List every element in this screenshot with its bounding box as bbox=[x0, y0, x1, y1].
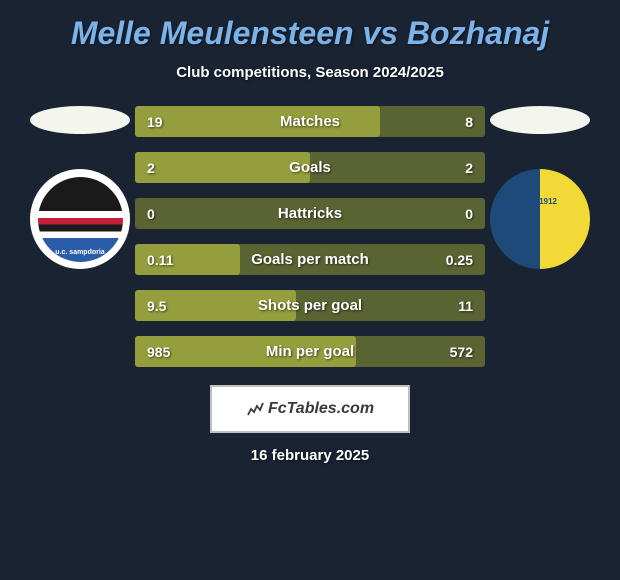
watermark-box: FcTables.com bbox=[210, 385, 410, 433]
stat-value-left: 0.11 bbox=[147, 252, 173, 268]
right-ellipse bbox=[490, 106, 590, 134]
stat-label: Goals bbox=[135, 159, 485, 176]
stat-value-right: 0 bbox=[465, 206, 473, 222]
stat-value-left: 0 bbox=[147, 206, 155, 222]
stat-bar: Goals2 2 bbox=[135, 152, 485, 183]
left-ellipse bbox=[30, 106, 130, 134]
fctables-icon bbox=[246, 401, 264, 417]
modena-badge-inner: 1912 bbox=[515, 189, 565, 249]
stat-value-right: 2 bbox=[465, 160, 473, 176]
stat-value-left: 2 bbox=[147, 160, 155, 176]
stat-value-right: 572 bbox=[450, 344, 473, 360]
stat-bar: Min per goal985 572 bbox=[135, 336, 485, 367]
page-title: Melle Meulensteen vs Bozhanaj bbox=[71, 15, 549, 52]
stat-label: Matches bbox=[135, 113, 485, 130]
main-area: u.c. sampdoria Matches19 8 Goals2 2 Hattrick… bbox=[0, 106, 620, 367]
stat-value-left: 985 bbox=[147, 344, 170, 360]
watermark-text: FcTables.com bbox=[268, 400, 374, 418]
modena-badge: 1912 bbox=[490, 169, 590, 269]
stat-label: Shots per goal bbox=[135, 297, 485, 314]
stat-bar: Goals per match0.11 0.25 bbox=[135, 244, 485, 275]
stat-value-right: 11 bbox=[458, 298, 473, 314]
stat-label: Min per goal bbox=[135, 343, 485, 360]
stats-bars: Matches19 8 Goals2 2 Hattricks0 0 Goals per ma… bbox=[135, 106, 485, 367]
modena-badge-year: 1912 bbox=[539, 197, 557, 206]
sampdoria-badge: u.c. sampdoria bbox=[30, 169, 130, 269]
stat-value-right: 8 bbox=[465, 114, 473, 130]
stat-value-left: 9.5 bbox=[147, 298, 166, 314]
page-subtitle: Club competitions, Season 2024/2025 bbox=[176, 64, 444, 81]
sampdoria-badge-inner: u.c. sampdoria bbox=[38, 177, 123, 262]
footer-date: 16 february 2025 bbox=[251, 447, 369, 464]
comparison-card: Melle Meulensteen vs Bozhanaj Club compe… bbox=[0, 0, 620, 474]
stat-label: Goals per match bbox=[135, 251, 485, 268]
right-player-column: 1912 bbox=[485, 106, 595, 269]
stat-label: Hattricks bbox=[135, 205, 485, 222]
stat-bar: Matches19 8 bbox=[135, 106, 485, 137]
stat-bar: Hattricks0 0 bbox=[135, 198, 485, 229]
stat-value-left: 19 bbox=[147, 114, 163, 130]
stat-value-right: 0.25 bbox=[446, 252, 473, 268]
sampdoria-badge-text: u.c. sampdoria bbox=[38, 249, 123, 256]
stat-bar: Shots per goal9.5 11 bbox=[135, 290, 485, 321]
left-player-column: u.c. sampdoria bbox=[25, 106, 135, 269]
